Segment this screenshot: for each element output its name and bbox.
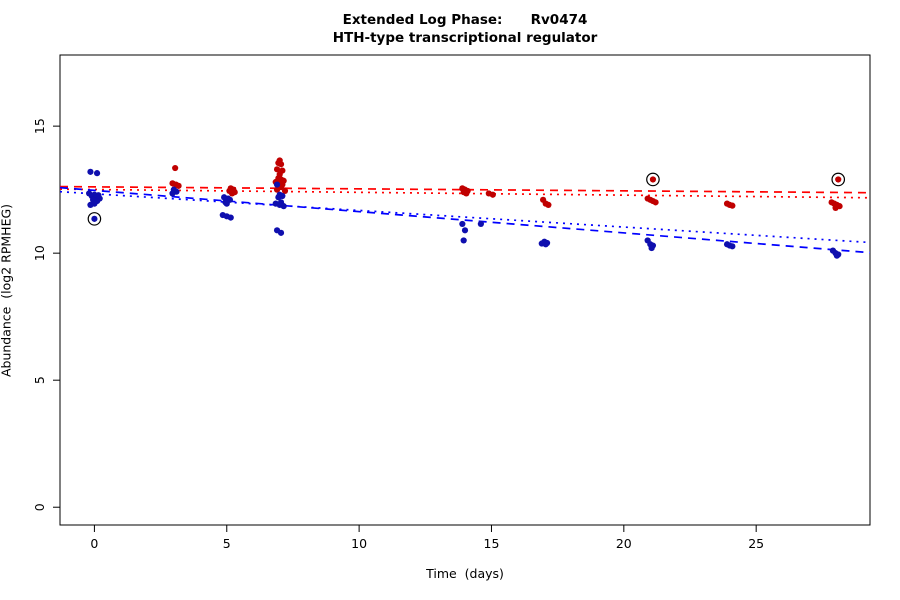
red-condition-point xyxy=(729,202,736,209)
plot-box xyxy=(59,54,871,526)
x-tick-label: 20 xyxy=(616,536,632,551)
blue-condition-point xyxy=(227,214,234,221)
red-trend-dashed xyxy=(59,185,871,194)
red-condition-point xyxy=(175,182,182,189)
red-condition-point xyxy=(281,187,289,195)
blue-condition-point xyxy=(648,244,655,252)
x-tick-label: 25 xyxy=(748,536,764,551)
blue-trend-dashed xyxy=(59,186,871,254)
red-condition-point xyxy=(228,190,236,197)
outlier-marker xyxy=(831,172,846,187)
x-tick-label: 0 xyxy=(90,536,98,551)
x-tick-label: 15 xyxy=(484,536,500,551)
blue-condition-point xyxy=(91,215,98,222)
red-condition-point xyxy=(277,161,285,168)
outlier-marker xyxy=(646,172,660,187)
red-condition-point xyxy=(463,190,470,197)
red-condition-point xyxy=(172,164,179,172)
blue-condition-point xyxy=(461,227,469,234)
blue-condition-point xyxy=(833,252,841,259)
red-condition-point xyxy=(649,176,657,183)
blue-condition-point xyxy=(273,181,281,188)
blue-condition-point xyxy=(169,190,176,197)
blue-condition-point xyxy=(729,243,736,250)
y-tick-label: 15 xyxy=(32,118,47,134)
blue-condition-point xyxy=(87,168,94,175)
red-condition-point xyxy=(832,204,839,212)
blue-condition-point xyxy=(223,200,230,207)
blue-condition-point xyxy=(477,220,484,228)
chart-title: Extended Log Phase: Rv0474 xyxy=(342,12,588,28)
red-condition-point xyxy=(273,166,281,173)
red-condition-point xyxy=(835,176,842,183)
red-condition-point xyxy=(652,199,659,206)
blue-condition-point xyxy=(460,237,467,244)
x-axis-label: Time (days) xyxy=(426,566,504,581)
y-tick-label: 5 xyxy=(32,376,47,384)
blue-condition-point xyxy=(87,201,94,208)
blue-condition-point xyxy=(280,203,287,210)
x-tick-label: 10 xyxy=(351,536,367,551)
red-condition-point xyxy=(489,191,496,198)
outlier-marker xyxy=(87,212,102,226)
blue-condition-point xyxy=(277,229,285,236)
blue-condition-point xyxy=(459,220,466,228)
y-tick-label: 10 xyxy=(32,245,47,261)
chart-subtitle: HTH-type transcriptional regulator xyxy=(332,30,598,46)
x-tick-label: 5 xyxy=(223,536,231,551)
blue-condition-point xyxy=(542,241,549,248)
red-condition-point xyxy=(545,201,552,208)
blue-trend-dotted xyxy=(59,190,871,244)
blue-condition-point xyxy=(93,170,101,177)
blue-condition-point xyxy=(275,194,282,201)
y-tick-label: 0 xyxy=(32,503,47,511)
red-condition-point xyxy=(273,186,281,193)
